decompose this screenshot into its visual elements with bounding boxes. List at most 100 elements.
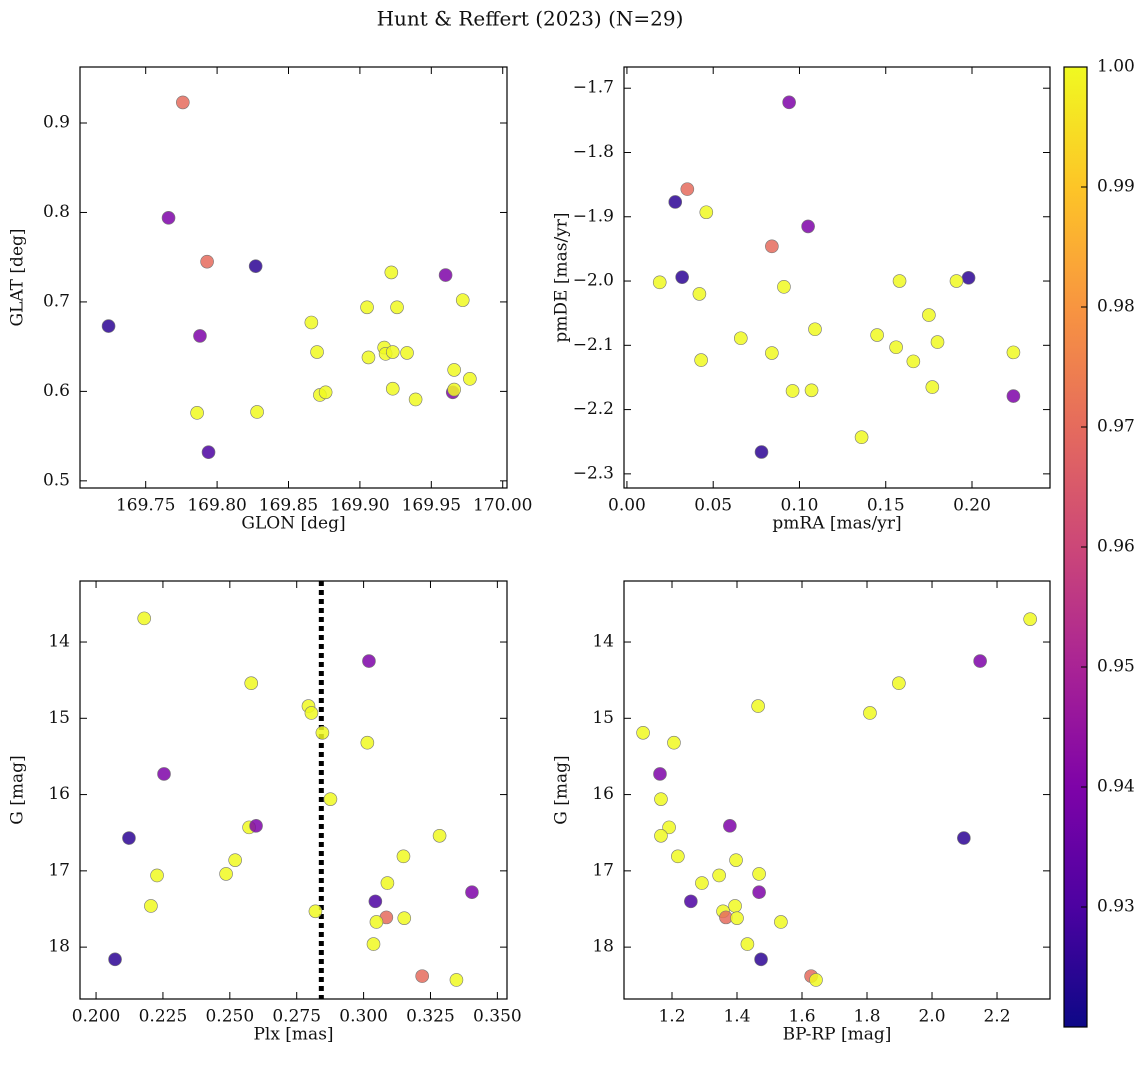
scatter-point [734, 331, 748, 346]
scatter-point [723, 819, 737, 833]
scatter-point [248, 259, 263, 273]
scatter-point [777, 280, 791, 294]
y-tick-label: 18 [592, 937, 614, 957]
scatter-point [447, 363, 461, 377]
y-axis-label: pmDE [mas/yr] [552, 212, 572, 342]
scatter-point [447, 382, 461, 397]
scatter-point [304, 315, 319, 330]
x-tick-label: 1.4 [723, 1007, 750, 1027]
scatter-point [190, 406, 204, 420]
colorbar-tick-label: 0.99 [1097, 177, 1135, 197]
scatter-point [176, 95, 190, 110]
scatter-point [652, 275, 667, 290]
scatter-point [249, 819, 263, 833]
scatter-point [219, 867, 233, 881]
x-tick-label: 2.2 [983, 1007, 1010, 1027]
scatter-point [694, 353, 708, 367]
scatter-point [408, 392, 423, 407]
scatter-point [740, 937, 755, 951]
scatter-point [892, 274, 907, 288]
scatter-point [808, 322, 822, 337]
x-tick-label: 0.300 [339, 1007, 388, 1027]
scatter-point [973, 654, 987, 668]
scatter-point [754, 445, 769, 459]
scatter-point [465, 885, 479, 900]
scatter-point [362, 654, 376, 668]
y-tick-label: 0.7 [43, 291, 70, 311]
x-tick-label: 169.85 [259, 496, 318, 516]
scatter-point [101, 319, 116, 333]
scatter-point [193, 329, 207, 343]
scatter-point [785, 384, 800, 398]
scatter-point [751, 699, 765, 713]
scatter-point [854, 430, 869, 445]
scatter-point [228, 853, 242, 867]
colorbar-tick-label: 0.98 [1097, 297, 1135, 317]
scatter-point [922, 308, 936, 322]
scatter-point [804, 383, 819, 398]
y-tick-label: −2.3 [573, 463, 614, 483]
scatter-point [250, 405, 264, 419]
plot-frame [623, 66, 1051, 489]
scatter-point [390, 300, 404, 315]
scatter-point [400, 346, 414, 360]
scatter-point [360, 735, 375, 750]
scatter-point [695, 876, 709, 890]
x-tick-label: 170.00 [473, 496, 532, 516]
y-axis-label: G [mag] [552, 755, 572, 824]
scatter-point [385, 381, 400, 396]
y-tick-label: −1.7 [573, 78, 614, 98]
x-tick-label: 1.8 [853, 1007, 880, 1027]
plot-frame [623, 580, 1051, 1000]
colorbar-tick-label: 0.94 [1097, 777, 1135, 797]
scatter-point [752, 885, 766, 900]
scatter-point [432, 828, 447, 843]
scatter-point [662, 820, 676, 835]
y-tick-label: −2.1 [573, 335, 614, 355]
scatter-point [108, 952, 122, 967]
scatter-point [323, 792, 338, 806]
scatter-point [752, 867, 766, 881]
scatter-point [930, 335, 945, 349]
scatter-point [782, 95, 796, 110]
x-tick-label: 0.00 [608, 496, 646, 516]
scatter-point [318, 385, 333, 400]
x-tick-label: 2.0 [918, 1007, 945, 1027]
scatter-point [870, 328, 884, 342]
scatter-point [729, 853, 743, 867]
x-axis-label: BP-RP [mag] [783, 1025, 892, 1045]
y-tick-label: −1.8 [573, 142, 614, 162]
x-tick-label: 0.275 [272, 1007, 321, 1027]
y-tick-label: 15 [48, 708, 70, 728]
x-axis-label: GLON [deg] [241, 514, 345, 534]
x-axis-label: Plx [mas] [253, 1025, 333, 1045]
scatter-point [137, 611, 152, 626]
y-tick-label: 18 [48, 937, 70, 957]
scatter-point [396, 849, 411, 864]
scatter-point [957, 831, 971, 845]
colorbar-tick-label: 0.96 [1097, 537, 1135, 557]
scatter-point [653, 767, 667, 781]
x-tick-label: 169.90 [330, 496, 389, 516]
scatter-point [636, 725, 650, 740]
scatter-point [699, 205, 714, 220]
y-axis-label: G [mag] [8, 755, 28, 824]
y-tick-label: 0.5 [43, 470, 70, 490]
scatter-point [949, 274, 964, 288]
scatter-point [368, 894, 383, 909]
y-tick-label: 0.9 [43, 113, 70, 133]
scatter-point [385, 345, 400, 359]
scatter-point [675, 270, 689, 284]
x-tick-label: 0.10 [781, 496, 819, 516]
scatter-point [144, 899, 158, 913]
colorbar-tick-label: 1.00 [1097, 57, 1135, 77]
x-tick-label: 0.225 [139, 1007, 188, 1027]
scatter-point [1006, 345, 1021, 360]
plot-frame [79, 66, 508, 489]
y-tick-label: 14 [48, 632, 70, 652]
scatter-point [730, 911, 744, 925]
scatter-point [200, 254, 214, 269]
y-tick-label: −2.0 [573, 271, 614, 291]
scatter-point [654, 792, 668, 806]
scatter-point [765, 346, 779, 360]
